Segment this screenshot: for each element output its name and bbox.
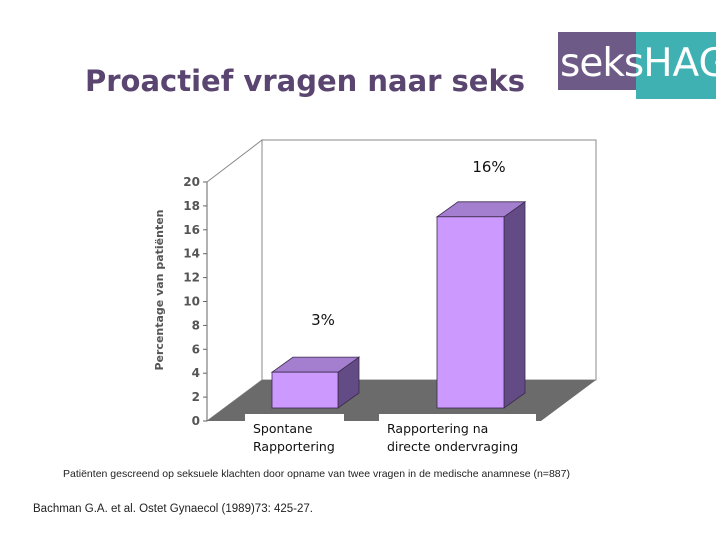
bar	[271, 371, 339, 409]
y-tick-label: 12	[183, 271, 200, 285]
chart-back-wall	[261, 139, 597, 381]
y-tick-label: 16	[183, 223, 200, 237]
y-tick-label: 18	[183, 199, 200, 213]
category-label-box	[245, 414, 344, 456]
category-label: directe ondervraging	[387, 439, 518, 454]
bar-side-face	[503, 201, 526, 409]
category-label-box	[379, 414, 536, 456]
bar-data-label: 16%	[472, 158, 505, 176]
y-tick-label: 10	[183, 295, 200, 309]
category-labels: Spontane Rapportering Rapportering na direc…	[245, 414, 536, 456]
logo-right-panel	[636, 32, 716, 99]
chart-left-wall	[206, 138, 263, 422]
y-tick-label: 14	[183, 247, 200, 261]
y-tick-label: 2	[192, 390, 200, 404]
y-tick-label: 8	[192, 318, 200, 332]
bar-data-label: 3%	[311, 311, 335, 329]
bars-group: 3% 16%	[270, 158, 527, 409]
category-label: Rapportering na	[387, 421, 488, 436]
logo-text: seksHAG	[560, 41, 720, 86]
figure-caption: Patiënten gescreend op seksuele klachten…	[63, 468, 570, 480]
y-tick-label: 4	[192, 366, 200, 380]
category-label: Spontane	[253, 421, 313, 436]
y-ticks: 0 2 4 6 8 10 12 14 16 18 20	[183, 175, 207, 428]
slide-title: Proactief vragen naar seks	[85, 64, 526, 98]
sekshag-logo: seksHAG	[558, 32, 720, 99]
y-tick-label: 0	[192, 414, 200, 428]
y-axis-label: Percentage van patiënten	[153, 209, 166, 370]
bar	[436, 216, 505, 409]
logo-left-panel	[558, 32, 636, 90]
y-tick-label: 6	[192, 342, 200, 356]
y-tick-label: 20	[183, 175, 200, 189]
citation: Bachman G.A. et al. Ostet Gynaecol (1989…	[33, 503, 313, 515]
category-label: Rapportering	[253, 439, 335, 454]
